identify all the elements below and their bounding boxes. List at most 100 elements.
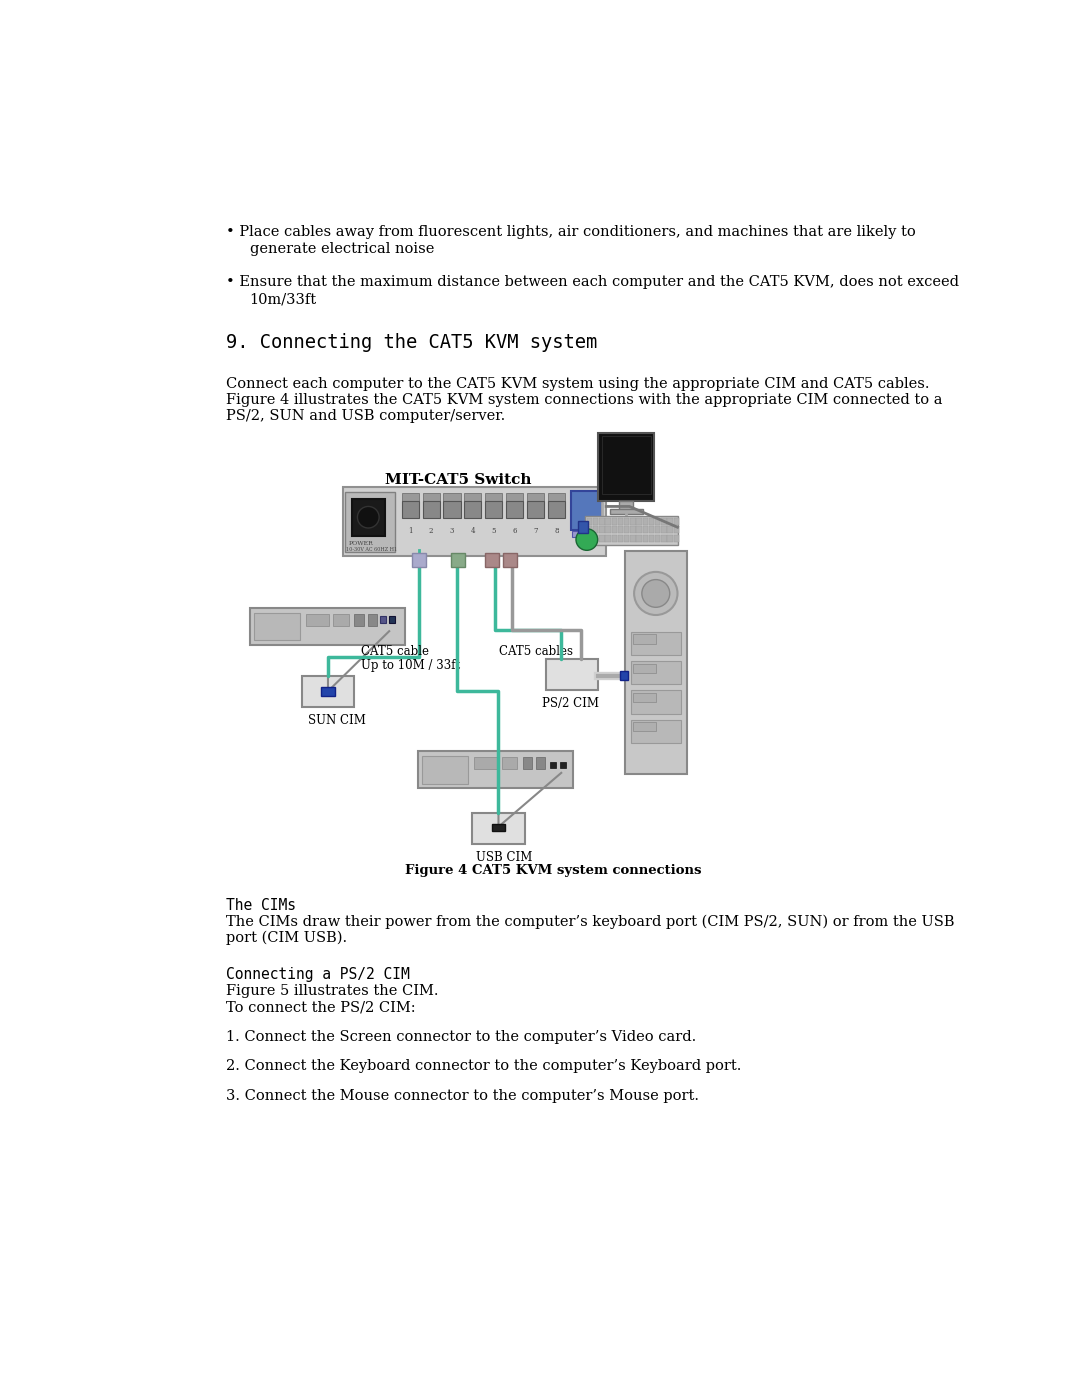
Bar [674, 518, 679, 525]
Bar [649, 535, 654, 542]
Bar [656, 518, 661, 525]
Bar [586, 535, 592, 542]
Text: 1: 1 [408, 527, 413, 535]
Bar [586, 518, 592, 525]
Bar [649, 518, 654, 525]
Bar [548, 493, 565, 502]
Bar [507, 502, 524, 518]
Text: 4: 4 [471, 527, 475, 535]
Bar [643, 527, 648, 534]
Text: Connect each computer to the CAT5 KVM system using the appropriate CIM and CAT5 : Connect each computer to the CAT5 KVM sy… [227, 377, 930, 391]
Text: Up to 10M / 33ft: Up to 10M / 33ft [361, 659, 460, 672]
Text: PS/2, SUN and USB computer/server.: PS/2, SUN and USB computer/server. [227, 409, 505, 423]
Bar [593, 535, 598, 542]
Bar [611, 535, 617, 542]
Bar [413, 553, 427, 567]
Text: 2. Connect the Keyboard connector to the computer’s Keyboard port.: 2. Connect the Keyboard connector to the… [227, 1059, 742, 1073]
Bar [602, 436, 651, 495]
Bar [306, 615, 328, 626]
Bar [606, 527, 611, 534]
Text: CAT5 cables: CAT5 cables [499, 645, 573, 658]
Bar [593, 518, 598, 525]
Bar [633, 634, 656, 644]
Bar [593, 527, 598, 534]
Text: The CIMs: The CIMs [227, 898, 296, 912]
Bar [631, 518, 636, 525]
Text: 1. Connect the Screen connector to the computer’s Video card.: 1. Connect the Screen connector to the c… [227, 1030, 697, 1044]
Text: 9. Connecting the CAT5 KVM system: 9. Connecting the CAT5 KVM system [227, 334, 597, 352]
Bar [334, 615, 349, 626]
Bar [367, 615, 377, 626]
Bar [624, 518, 630, 525]
Text: Connecting a PS/2 CIM: Connecting a PS/2 CIM [227, 967, 410, 982]
Text: To connect the PS/2 CIM:: To connect the PS/2 CIM: [227, 1000, 416, 1014]
Bar [422, 756, 469, 784]
Bar [611, 527, 617, 534]
Bar [523, 757, 531, 768]
Bar [254, 613, 300, 640]
Bar [536, 757, 545, 768]
Text: generate electrical noise: generate electrical noise [249, 242, 434, 256]
Bar [661, 535, 666, 542]
Bar [507, 493, 524, 502]
Bar [422, 502, 440, 518]
Bar [631, 690, 681, 714]
Bar [571, 490, 603, 529]
Bar [380, 616, 387, 623]
Bar [667, 535, 673, 542]
Bar [464, 493, 482, 502]
Bar [631, 719, 681, 743]
Text: 6: 6 [513, 527, 517, 535]
Text: Figure 5 illustrates the CIM.: Figure 5 illustrates the CIM. [227, 983, 438, 997]
Text: The CIMs draw their power from the computer’s keyboard port (CIM PS/2, SUN) or f: The CIMs draw their power from the compu… [227, 915, 955, 929]
Bar [342, 488, 606, 556]
Bar [444, 493, 460, 502]
Bar [584, 515, 677, 545]
Bar [545, 659, 598, 690]
Bar [578, 521, 588, 534]
Bar [586, 527, 592, 534]
Text: • Ensure that the maximum distance between each computer and the CAT5 KVM, does : • Ensure that the maximum distance betwe… [227, 275, 959, 289]
Bar [624, 527, 630, 534]
Text: 3. Connect the Mouse connector to the computer’s Mouse port.: 3. Connect the Mouse connector to the co… [227, 1088, 700, 1102]
Bar [631, 527, 636, 534]
Bar [599, 518, 605, 525]
Bar [598, 433, 654, 502]
Bar [501, 757, 517, 768]
Bar [643, 518, 648, 525]
Bar [444, 502, 460, 518]
Circle shape [576, 529, 597, 550]
Bar [674, 527, 679, 534]
Bar [464, 502, 482, 518]
Bar [527, 493, 544, 502]
Bar [674, 535, 679, 542]
Circle shape [642, 580, 670, 608]
Bar [474, 757, 497, 768]
Bar [633, 664, 656, 673]
Bar [301, 676, 354, 707]
Bar [485, 502, 502, 518]
Bar [606, 518, 611, 525]
Circle shape [357, 507, 379, 528]
Text: 3: 3 [449, 527, 455, 535]
Bar [661, 527, 666, 534]
Bar [485, 553, 499, 567]
Bar [636, 518, 642, 525]
Bar [643, 535, 648, 542]
Bar [559, 763, 566, 768]
Text: 8: 8 [554, 527, 558, 535]
Bar [321, 686, 335, 696]
Bar [656, 535, 661, 542]
Bar [631, 661, 681, 685]
Bar [345, 492, 395, 552]
Bar [656, 527, 661, 534]
Bar [599, 535, 605, 542]
Bar [618, 518, 623, 525]
Bar [402, 493, 419, 502]
Bar [661, 518, 666, 525]
Bar [649, 527, 654, 534]
Bar [572, 531, 580, 538]
Text: Figure 4 illustrates the CAT5 KVM system connections with the appropriate CIM co: Figure 4 illustrates the CAT5 KVM system… [227, 393, 943, 408]
Bar [611, 518, 617, 525]
Text: Figure 4 CAT5 KVM system connections: Figure 4 CAT5 KVM system connections [405, 865, 702, 877]
